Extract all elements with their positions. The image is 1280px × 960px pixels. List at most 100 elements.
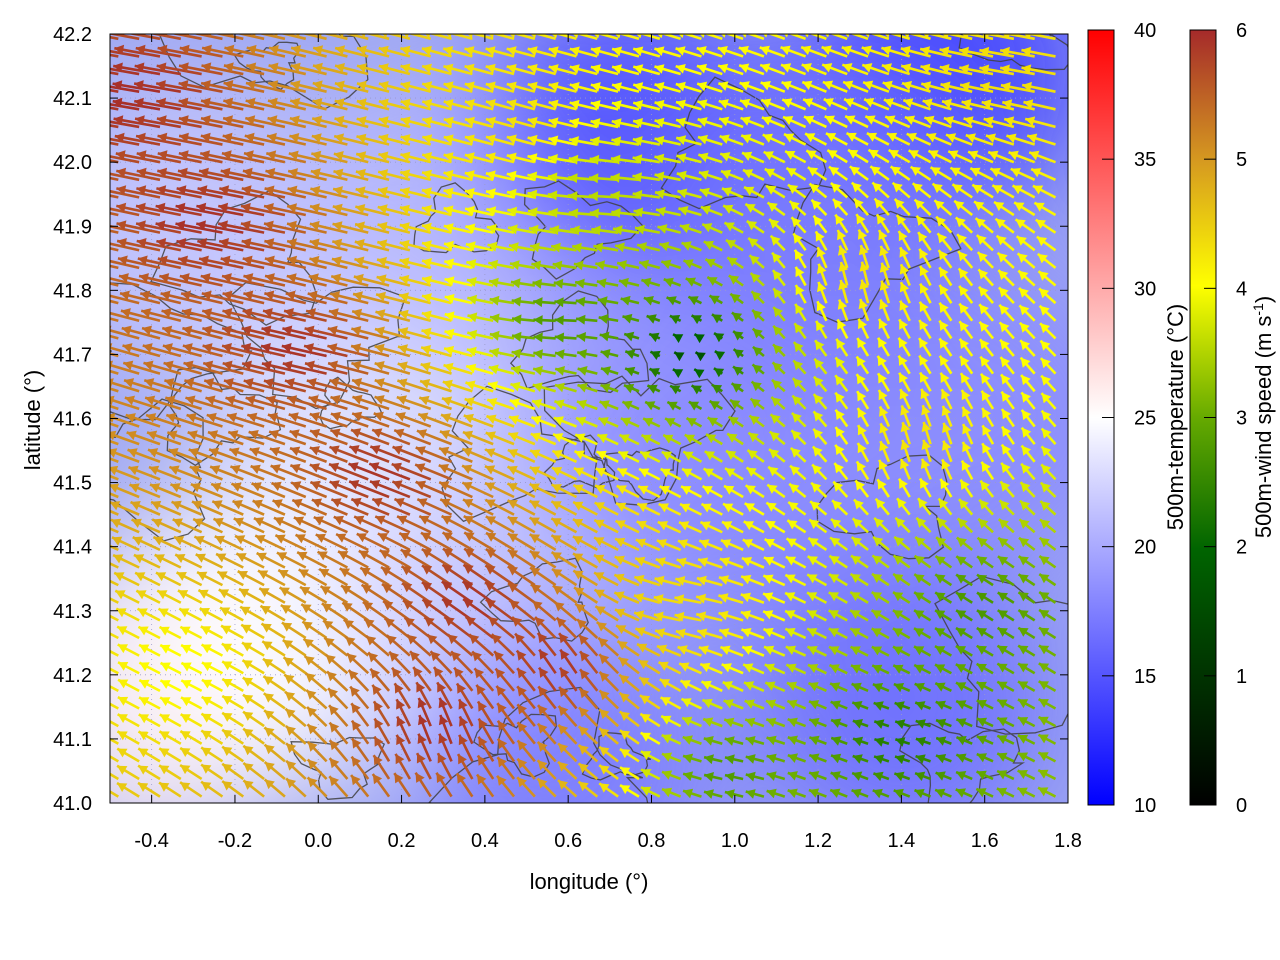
wind-vector [278, 586, 307, 604]
wind-vector [288, 412, 327, 428]
wind-vector [321, 602, 349, 622]
wind-vector [110, 53, 119, 58]
contour-line [543, 375, 736, 506]
wind-vector-head [392, 445, 403, 455]
wind-vector [110, 102, 140, 111]
wind-vector [334, 98, 369, 111]
wind-vector [399, 274, 432, 287]
wind-vector [138, 273, 182, 287]
wind-vector-head [178, 97, 189, 108]
wind-vector [267, 97, 307, 111]
wind-vector [305, 308, 348, 323]
wind-vector-head [113, 115, 124, 126]
wind-vector [110, 159, 119, 164]
wind-vector [239, 605, 265, 622]
wind-vector-shaft [110, 176, 119, 182]
wind-vector-shaft [110, 88, 119, 93]
wind-vector-head [284, 691, 296, 702]
wind-vector-head [110, 360, 113, 371]
wind-vector-head [134, 62, 145, 73]
wind-vector-head [115, 590, 126, 600]
wind-vector-shaft [386, 34, 411, 41]
wind-vector-head [117, 714, 128, 723]
wind-vector [135, 220, 182, 234]
wind-vector [371, 497, 411, 516]
wind-vector [156, 62, 202, 76]
wind-vector-head [245, 395, 256, 405]
wind-vector-head [138, 714, 150, 724]
wind-vector [415, 681, 432, 710]
wind-vector-head [179, 132, 189, 143]
wind-vector-head [243, 780, 254, 790]
wind-vector [400, 548, 432, 569]
wind-vector [180, 713, 203, 728]
wind-vector-head [124, 395, 135, 406]
wind-vector-head [321, 603, 333, 613]
wind-vector-head [287, 220, 297, 231]
wind-vector-head [219, 185, 230, 196]
wind-vector-head [138, 626, 149, 636]
wind-vector-shaft [110, 380, 140, 393]
wind-vector-head [304, 656, 315, 666]
wind-vector-head [222, 712, 233, 722]
wind-vector-head [306, 690, 317, 700]
wind-vector-shaft [110, 277, 140, 287]
wind-vector [395, 734, 412, 762]
wind-vector [397, 344, 432, 358]
wind-vector-head [208, 430, 219, 440]
wind-vector [377, 186, 411, 199]
wind-vector [351, 378, 390, 393]
wind-vector [112, 97, 161, 111]
wind-vector [393, 682, 412, 710]
wind-vector [120, 308, 161, 323]
wind-vector-head [160, 290, 171, 301]
wind-vector-head [378, 81, 389, 91]
wind-vector [262, 657, 286, 675]
wind-vector-head [417, 733, 427, 744]
wind-vector [334, 63, 369, 76]
wind-vector [250, 464, 286, 481]
wind-vector [396, 715, 412, 745]
wind-vector [163, 360, 202, 375]
wind-vector-head [355, 186, 366, 197]
wind-vector-head [264, 255, 275, 266]
wind-vector-head [200, 273, 211, 283]
wind-vector [351, 360, 390, 375]
wind-vector-shaft [149, 34, 182, 41]
wind-vector [223, 97, 265, 111]
wind-vector-head [286, 273, 297, 283]
wind-vector-head [201, 662, 213, 672]
wind-vector [263, 726, 286, 745]
wind-vector-head [179, 44, 190, 55]
wind-vector [134, 115, 182, 129]
wind-vector [311, 133, 348, 146]
wind-vector-head [92, 63, 102, 73]
wind-vector-head [163, 34, 168, 37]
wind-vector [380, 565, 411, 587]
wind-vector [110, 35, 119, 41]
wind-vector [290, 45, 327, 58]
wind-vector-head [199, 167, 209, 178]
wind-vector [218, 588, 244, 604]
wind-vector-head [329, 462, 340, 473]
wind-vector [152, 535, 182, 552]
wind-vector-head [244, 150, 254, 161]
wind-vector [241, 659, 265, 675]
wind-vector [221, 780, 245, 798]
wind-vector-head [313, 45, 324, 55]
wind-vector-head [178, 255, 188, 266]
wind-vector-head [178, 167, 188, 178]
wind-vector [351, 326, 390, 340]
wind-vector [242, 693, 265, 710]
wind-vector-shaft [110, 106, 119, 111]
wind-vector-head [194, 535, 205, 545]
wind-vector-head [117, 783, 128, 792]
wind-vector-head [214, 535, 225, 545]
wind-vector-head [295, 534, 306, 544]
wind-vector-shaft [110, 53, 119, 58]
wind-vector [266, 132, 307, 146]
wind-vector-head [120, 290, 130, 301]
wind-vector-shaft [110, 667, 119, 675]
contour-line [441, 385, 598, 523]
wind-vector-head [166, 413, 177, 423]
